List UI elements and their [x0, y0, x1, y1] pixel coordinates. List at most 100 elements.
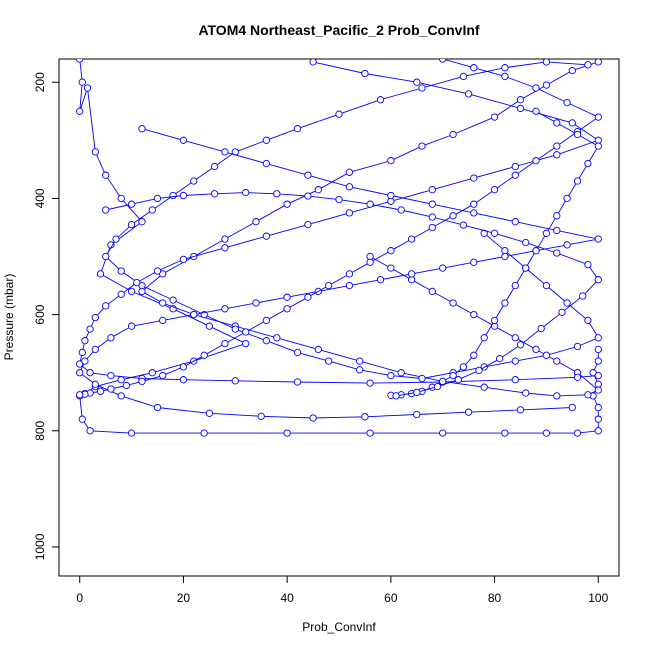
data-point	[428, 186, 436, 194]
data-point	[153, 194, 162, 203]
data-point	[563, 299, 571, 307]
data-point	[200, 429, 208, 437]
data-point	[387, 157, 395, 165]
data-point	[127, 287, 136, 296]
data-point	[511, 162, 519, 171]
data-point	[169, 296, 177, 304]
data-point	[532, 157, 540, 165]
data-point	[159, 371, 167, 380]
data-point	[148, 369, 156, 377]
data-point	[594, 235, 602, 243]
data-point	[309, 59, 317, 66]
series-5	[76, 125, 602, 422]
data-point	[470, 174, 478, 182]
data-point	[242, 339, 250, 348]
data-point	[511, 357, 519, 365]
data-point	[345, 168, 354, 176]
series-3	[102, 59, 602, 383]
data-point	[262, 136, 271, 144]
data-point	[127, 429, 136, 437]
data-point	[122, 381, 131, 390]
data-point	[553, 392, 561, 400]
data-point	[335, 195, 343, 204]
data-point	[568, 119, 576, 127]
data-point	[117, 392, 125, 400]
data-point	[127, 200, 136, 208]
data-point	[304, 220, 312, 229]
data-point	[439, 59, 447, 63]
data-point	[345, 270, 354, 278]
data-point	[221, 148, 229, 156]
series-line	[79, 59, 600, 396]
series-line	[79, 128, 599, 419]
data-point	[470, 209, 478, 217]
data-point	[475, 366, 483, 375]
data-point	[490, 316, 499, 325]
data-point	[470, 258, 478, 266]
data-point	[428, 223, 436, 232]
data-point	[138, 377, 146, 386]
data-point	[366, 200, 374, 208]
data-point	[107, 371, 115, 380]
data-point	[78, 415, 86, 423]
data-point	[345, 209, 354, 217]
series-7	[387, 107, 602, 399]
data-point	[262, 316, 271, 325]
data-point	[542, 351, 551, 359]
data-point	[283, 305, 291, 313]
y-tick-label: 1000	[33, 533, 47, 560]
data-point	[83, 84, 92, 92]
data-point	[200, 351, 208, 359]
data-point	[511, 281, 519, 290]
data-point	[179, 136, 188, 144]
data-point	[439, 377, 447, 386]
plot-frame	[58, 58, 620, 577]
data-point	[413, 78, 421, 86]
data-point	[594, 403, 602, 412]
data-point	[522, 264, 530, 272]
series-8	[102, 188, 602, 400]
data-point	[205, 322, 214, 330]
data-point	[449, 130, 457, 139]
y-tick-label: 800	[33, 420, 47, 440]
data-point	[221, 235, 229, 243]
data-point	[573, 373, 582, 381]
data-point	[568, 66, 576, 75]
data-point	[480, 383, 488, 391]
data-point	[522, 389, 530, 397]
data-point	[345, 183, 354, 191]
data-point	[304, 293, 312, 301]
data-point	[179, 191, 188, 200]
data-point	[324, 281, 333, 290]
data-point	[459, 72, 468, 81]
data-point	[532, 107, 540, 115]
data-point	[418, 374, 426, 383]
data-point	[314, 345, 322, 354]
data-point	[584, 316, 592, 325]
data-point	[127, 220, 136, 229]
data-point	[516, 341, 525, 349]
data-point	[81, 357, 89, 365]
data-point	[107, 385, 115, 393]
data-point	[190, 177, 198, 185]
data-point	[594, 357, 602, 365]
data-point	[433, 382, 442, 391]
chart-title: ATOM4 Northeast_Pacific_2 Prob_ConvInf	[198, 22, 479, 38]
data-point	[532, 345, 540, 354]
data-point	[516, 406, 525, 414]
data-point	[309, 414, 317, 422]
x-tick-label: 40	[280, 591, 294, 605]
data-point	[293, 348, 302, 357]
data-point	[501, 252, 509, 261]
data-point	[542, 81, 551, 89]
data-point	[81, 337, 89, 345]
data-point	[392, 392, 400, 400]
data-point	[324, 357, 333, 365]
data-point	[335, 110, 343, 118]
data-point	[553, 226, 561, 235]
data-point	[78, 348, 86, 357]
data-point	[594, 415, 602, 423]
data-point	[542, 429, 551, 437]
data-point	[594, 371, 602, 380]
